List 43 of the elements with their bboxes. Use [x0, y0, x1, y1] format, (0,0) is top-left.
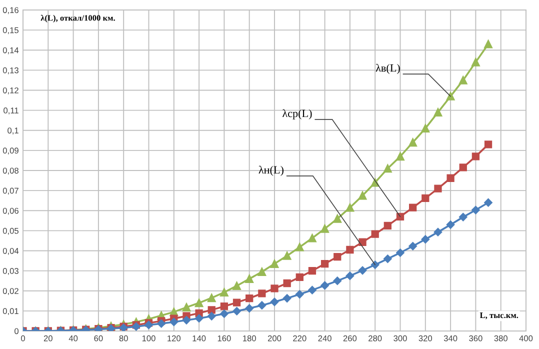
y-tick-label: 0,06 — [2, 208, 18, 215]
x-tick-label: 160 — [218, 335, 231, 342]
x-tick-label: 80 — [119, 335, 128, 342]
x-tick-label: 180 — [243, 335, 256, 342]
y-tick-label: 0,16 — [2, 7, 18, 14]
y-tick-label: 0,11 — [4, 108, 18, 114]
y-tick-label: 0,07 — [2, 188, 18, 195]
x-tick-label: 0 — [21, 335, 25, 342]
y-tick-label: 0,1 — [8, 128, 18, 134]
x-tick-label: 240 — [318, 335, 332, 342]
annotation: λн(L) — [258, 166, 284, 176]
x-tick-label: 300 — [394, 335, 407, 342]
x-tick-label: 100 — [142, 335, 156, 342]
y-tick-label: 0,01 — [2, 308, 18, 316]
x-axis-title: L, тыс.км. — [480, 312, 518, 320]
y-tick-label: 0,02 — [2, 288, 18, 295]
x-tick-label: 280 — [368, 335, 382, 342]
x-tick-label: 200 — [268, 335, 282, 342]
x-tick-label: 340 — [444, 335, 458, 342]
annotation: λср(L) — [282, 109, 312, 120]
y-tick-label: 0,12 — [2, 87, 18, 94]
y-tick-label: 0,14 — [2, 47, 19, 54]
x-tick-label: 120 — [168, 335, 181, 342]
y-tick-label: 0,09 — [2, 148, 18, 155]
x-tick-label: 320 — [418, 335, 432, 342]
x-tick-label: 60 — [94, 335, 103, 342]
x-tick-label: 140 — [192, 335, 206, 342]
y-tick-label: 0,04 — [2, 248, 19, 255]
x-tick-label: 40 — [68, 335, 78, 342]
y-tick-label: 0 — [14, 328, 19, 334]
y-tick-label: 0,03 — [2, 268, 18, 275]
x-tick-label: 400 — [519, 335, 533, 342]
y-tick-label: 0,08 — [2, 168, 18, 175]
x-tick-label: 20 — [44, 335, 52, 342]
y-tick-label: 0,15 — [2, 27, 18, 34]
annotation: λв(L) — [376, 64, 400, 74]
x-tick-label: 220 — [293, 335, 306, 342]
y-axis-title: λ(L), откал/1000 км. — [40, 14, 115, 22]
x-tick-label: 380 — [494, 335, 508, 342]
x-tick-label: 360 — [469, 335, 482, 342]
x-tick-label: 260 — [343, 335, 357, 342]
y-tick-label: 0,13 — [2, 67, 18, 74]
y-tick-label: 0,05 — [2, 228, 18, 235]
